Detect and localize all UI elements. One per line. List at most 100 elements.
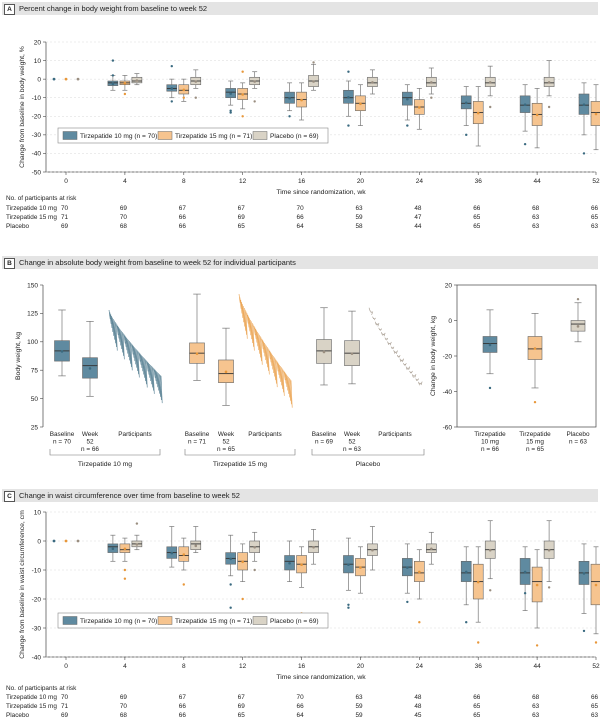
b2-outlier (533, 400, 537, 404)
Tirzepatide 15 mg-baseline-point (64, 77, 68, 81)
box-2-mean (312, 80, 315, 83)
risk-row-label: Tirzepatide 15 mg (6, 214, 57, 221)
b2-y-tick-label: -60 (443, 424, 453, 431)
box-1-mean (123, 547, 127, 551)
participant-line (272, 354, 274, 374)
participant-line (123, 334, 126, 344)
risk-value: 48 (414, 703, 422, 710)
risk-value: 47 (414, 214, 422, 221)
box-1-mean (535, 583, 539, 587)
participant-line (240, 299, 243, 314)
participant-line (392, 346, 395, 350)
participant-line (258, 334, 261, 358)
participant-line (159, 374, 162, 400)
b-x-label: Week (218, 431, 235, 438)
participant-line (108, 309, 111, 320)
y-tick-label: -10 (32, 95, 42, 102)
participant-line (266, 346, 269, 371)
risk-value: 58 (355, 223, 363, 230)
risk-value: 66 (178, 214, 186, 221)
participant-line (119, 328, 122, 346)
participant-line (239, 297, 242, 309)
box-0-mean (288, 96, 291, 100)
panel-b-title-text: Change in absolute body weight from base… (19, 258, 296, 267)
risk-value: 66 (473, 205, 481, 212)
participant-line (247, 314, 250, 328)
box-0-mean (523, 570, 527, 574)
risk-value: 63 (532, 223, 540, 230)
box-1-mean (476, 111, 480, 115)
box-0-mean (170, 87, 174, 90)
participant-line (136, 349, 138, 371)
participant-line (285, 373, 288, 387)
risk-row-label: Placebo (6, 712, 30, 719)
outlier (347, 70, 350, 73)
participant-line (399, 358, 402, 363)
outlier (535, 644, 539, 647)
participant-line (260, 337, 263, 365)
b-y-tick-label: 125 (27, 311, 38, 318)
participant-line (276, 361, 279, 372)
participant-line (131, 344, 134, 355)
box-0-mean (582, 572, 586, 575)
panel-c-title-text: Change in waist circumference over time … (19, 491, 240, 500)
participant-line (158, 374, 161, 397)
x-tick-label: 12 (239, 178, 247, 185)
x-tick-label: 8 (182, 178, 186, 185)
risk-value: 65 (473, 214, 481, 221)
risk-value: 66 (178, 712, 186, 719)
x-tick-label: 44 (533, 663, 541, 670)
participant-line (248, 316, 251, 332)
participant-line (384, 337, 387, 341)
outlier (135, 522, 139, 525)
b-x-label: Participants (118, 431, 151, 438)
b-x-label: Participants (378, 431, 411, 438)
participant-line (121, 332, 124, 356)
participant-line (286, 374, 289, 391)
risk-value: 71 (61, 703, 69, 710)
risk-value: 63 (355, 694, 363, 701)
outlier (229, 606, 232, 609)
participant-line (274, 358, 277, 384)
risk-value: 70 (119, 703, 127, 710)
box-2-mean (312, 546, 315, 549)
x-tick-label: 16 (298, 178, 306, 185)
participant-line (419, 382, 422, 385)
b-x-label: n = 66 (81, 446, 99, 453)
participant-line (113, 319, 115, 340)
participant-line (120, 329, 122, 349)
participant-line (158, 373, 160, 394)
b-x-label: Baseline (185, 431, 210, 438)
x-tick-label: 0 (64, 663, 68, 670)
risk-value: 68 (532, 205, 540, 212)
participant-line (409, 370, 412, 374)
box-0-mean (170, 551, 174, 555)
box-1-mean (476, 580, 480, 584)
participant-line (118, 327, 121, 342)
b2-box-0-mean (488, 343, 492, 347)
participant-line (265, 344, 267, 364)
participant-line (389, 342, 391, 345)
box-2-mean (253, 80, 256, 83)
participant-line (258, 333, 260, 354)
participant-line (253, 325, 256, 336)
b-x-label: n = 70 (53, 439, 71, 446)
participant-line (127, 338, 130, 358)
risk-row-label: Tirzepatide 10 mg (6, 694, 57, 701)
b-x-label: Participants (248, 431, 281, 438)
panel-c-chart: 10 0 -10 -20 -30 -40 0 4 8 12 16 20 24 36 44 52 Time sin… (19, 509, 600, 681)
risk-value: 59 (355, 703, 363, 710)
participant-line (383, 332, 386, 337)
risk-value: 65 (473, 703, 481, 710)
risk-value: 70 (296, 694, 304, 701)
risk-value: 69 (119, 205, 127, 212)
box-0-mean (464, 570, 468, 574)
outlier (194, 96, 197, 99)
box-1-mean (300, 98, 303, 102)
x-tick-label: 52 (592, 178, 600, 185)
participant-line (251, 321, 253, 344)
participant-line (283, 370, 286, 381)
outlier (111, 74, 115, 77)
outlier (523, 142, 527, 146)
x-tick-label: 36 (475, 663, 483, 670)
